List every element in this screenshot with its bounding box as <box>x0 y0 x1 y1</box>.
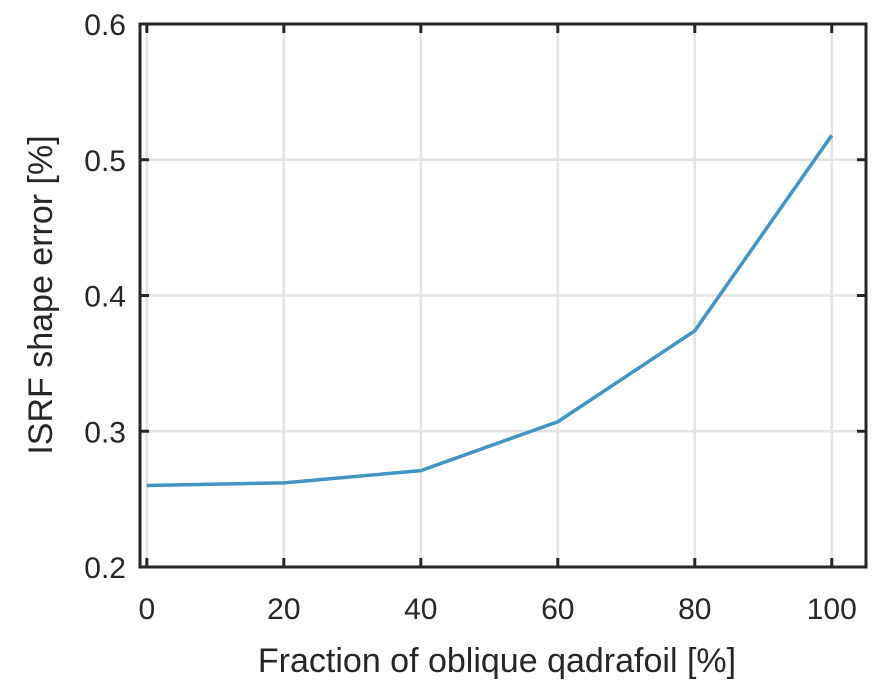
y-tick-label: 0.3 <box>84 416 126 449</box>
x-tick-label: 40 <box>404 593 437 626</box>
y-tick-label: 0.2 <box>84 552 126 585</box>
x-tick-labels: 0 20 40 60 80 100 <box>139 593 857 626</box>
x-tick-label: 100 <box>807 593 857 626</box>
y-tick-label: 0.6 <box>84 9 126 42</box>
y-tick-labels: 0.2 0.3 0.4 0.5 0.6 <box>84 9 126 585</box>
y-tick-label: 0.4 <box>84 281 126 314</box>
x-axis-label: Fraction of oblique qadrafoil [%] <box>258 642 736 680</box>
grid-lines <box>140 22 866 569</box>
series-line <box>146 134 834 488</box>
x-tick-label: 20 <box>267 593 300 626</box>
data-series <box>146 134 834 488</box>
axis-ticks <box>140 22 866 569</box>
y-axis-label: ISRF shape error [%] <box>22 135 60 454</box>
x-tick-label: 0 <box>139 593 156 626</box>
x-tick-label: 80 <box>678 593 711 626</box>
x-tick-label: 60 <box>541 593 574 626</box>
y-tick-label: 0.5 <box>84 145 126 178</box>
